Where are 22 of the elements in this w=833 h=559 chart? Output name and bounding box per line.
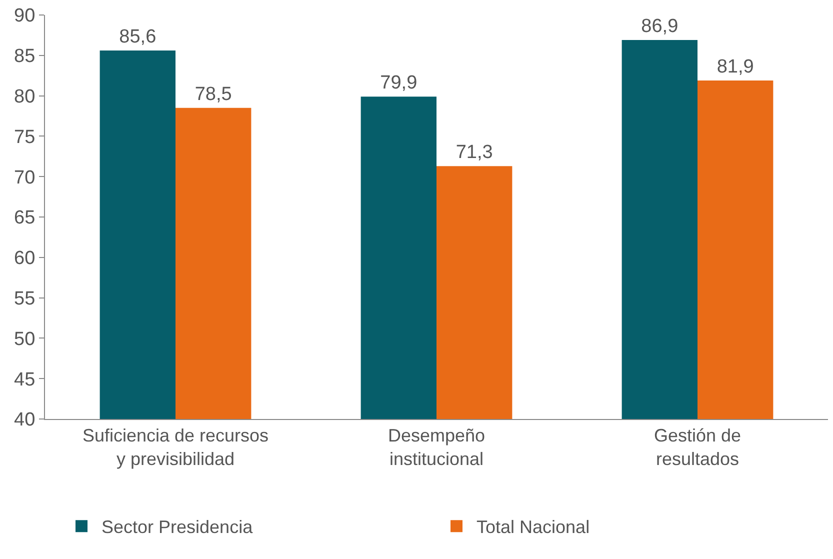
y-tick-label: 50 [14,328,36,350]
y-tick-label: 45 [14,369,36,390]
y-tick-label: 60 [14,248,36,270]
y-tick-label: 75 [14,126,36,148]
data-label: 85,6 [119,26,156,48]
data-label: 79,9 [380,72,418,94]
x-tick-label: Desempeño institucional [388,426,486,469]
data-label: 86,9 [641,16,678,38]
legend-label: Total Nacional [476,517,590,538]
data-label: 81,9 [716,56,754,78]
legend-label: Sector Presidencia [102,517,254,538]
y-tick-label: 85 [14,46,36,68]
y-tick-label: 65 [14,208,36,229]
x-tick-label: Suficiencia de recursos y previsibilidad [82,426,269,469]
x-tick-label: Gestión de resultados [654,426,742,469]
y-tick-label: 55 [14,288,36,310]
data-label: 71,3 [456,142,493,164]
data-label: 78,5 [194,84,232,105]
y-tick-label: 70 [14,167,36,188]
y-tick-label: 40 [14,410,36,431]
y-tick-label: 80 [14,86,36,108]
y-tick-label: 90 [14,6,36,27]
